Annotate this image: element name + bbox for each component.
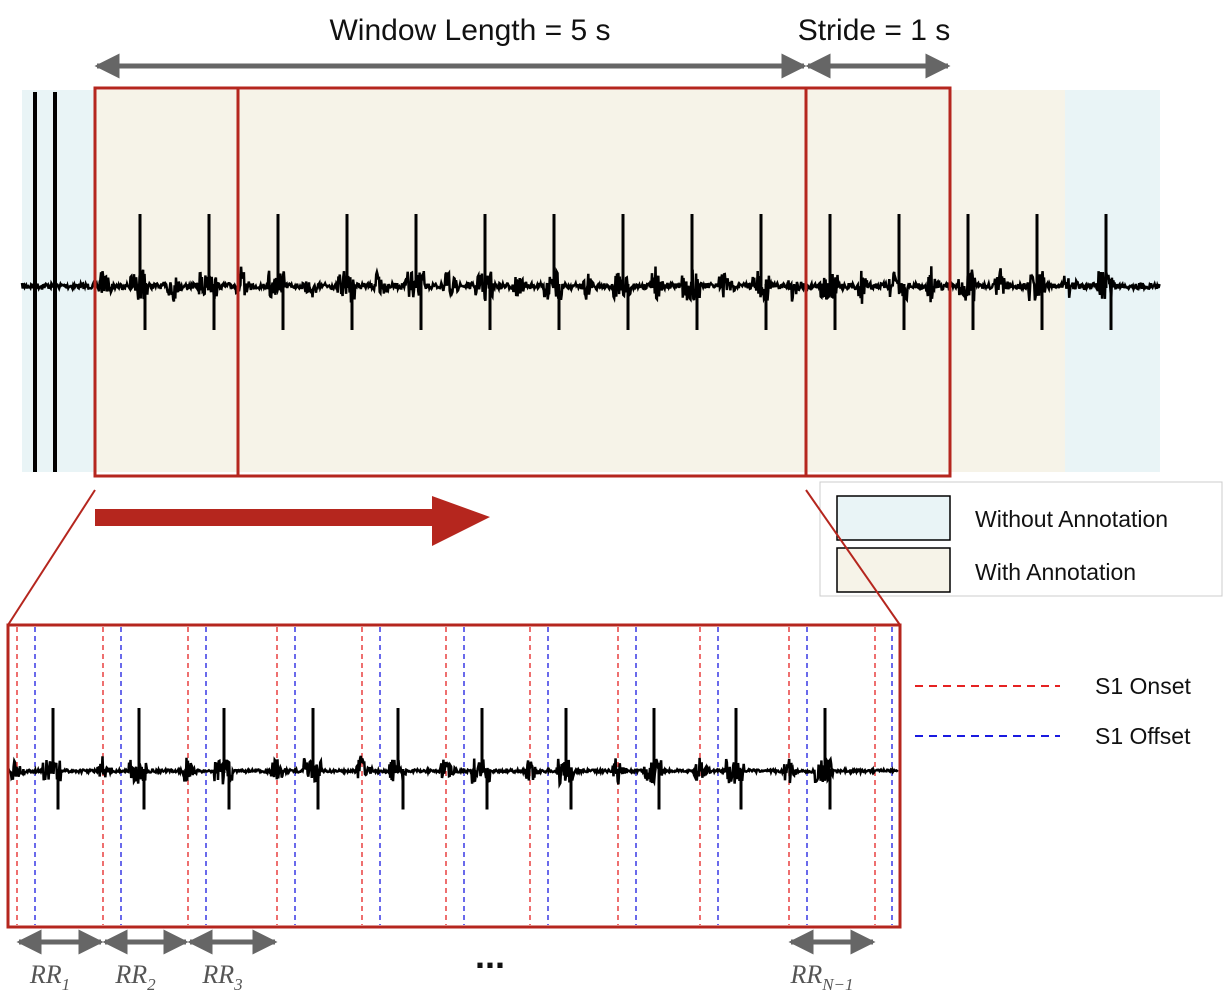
slide-arrow (95, 496, 490, 546)
zoom-line (7, 489, 96, 626)
legend-label: With Annotation (975, 559, 1136, 585)
rr-subscript: 3 (233, 975, 243, 994)
rr-subscript: N−1 (821, 975, 853, 994)
rr-main: RR (201, 960, 234, 989)
legend-label: S1 Onset (1095, 673, 1191, 699)
ellipsis: ... (475, 935, 505, 976)
top-waveform (20, 92, 1161, 472)
legend-label: Without Annotation (975, 506, 1168, 532)
waveform (6, 754, 899, 789)
stride-label: Stride = 1 s (798, 14, 951, 47)
rr-subscript: 2 (147, 975, 156, 994)
rr-intervals: RR1 RR2 RR3 RRN−1 (16, 929, 876, 994)
rr-label: RR2 (114, 960, 156, 994)
annotated-region (95, 90, 1065, 472)
zoom-waveform (6, 708, 899, 810)
rr-main: RR (29, 960, 62, 989)
zoom-line (805, 489, 901, 626)
rr-label: RR3 (201, 960, 242, 994)
rr-label: RRN−1 (789, 960, 853, 994)
legend-label: S1 Offset (1095, 723, 1191, 749)
s1-markers (16, 627, 893, 925)
zoom-box (6, 623, 902, 929)
rr-subscript: 1 (62, 975, 71, 994)
legend-swatch (836, 547, 951, 593)
window-box (93, 86, 952, 478)
rr-label: RR1 (29, 960, 70, 994)
rr-main: RR (789, 960, 822, 989)
waveform (20, 266, 1161, 304)
rr-main: RR (114, 960, 147, 989)
legend-swatch (836, 495, 951, 541)
window-label: Window Length = 5 s (329, 14, 610, 47)
